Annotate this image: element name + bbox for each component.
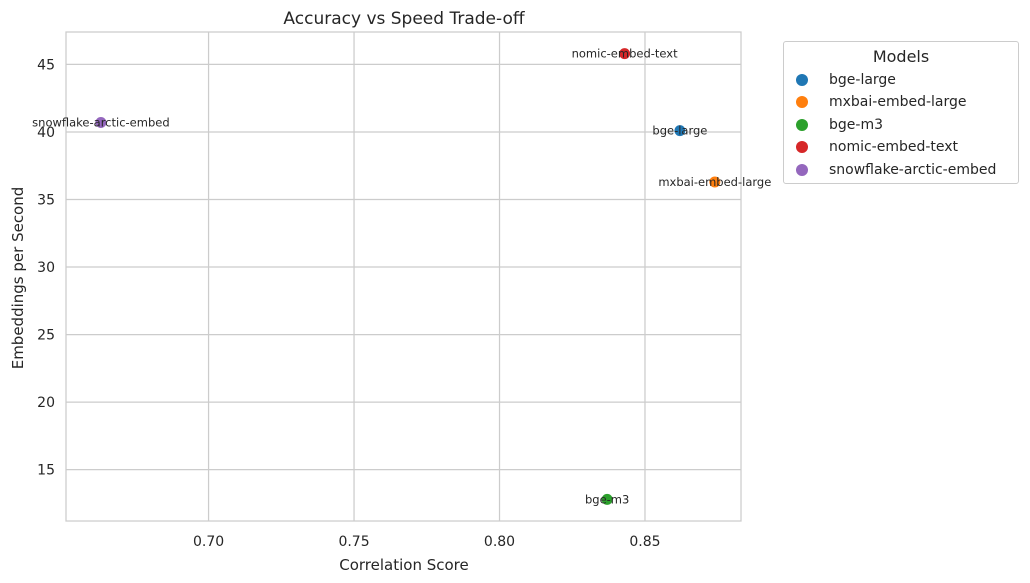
legend-marker [796, 119, 808, 131]
x-tick-label: 0.70 [193, 534, 224, 550]
x-tick-label: 0.85 [629, 534, 660, 550]
point-mxbai-embed-large [708, 175, 722, 189]
data-label-bge-m3: bge-m3 [585, 492, 629, 506]
x-tick-label: 0.80 [484, 534, 515, 550]
y-tick-label: 15 [37, 463, 55, 479]
data-label-bge-large: bge-large [652, 124, 707, 138]
y-tick-label: 20 [37, 395, 55, 411]
y-tick-label: 35 [37, 193, 55, 209]
x-tick-label: 0.75 [338, 534, 369, 550]
plot-area-frame [65, 31, 742, 522]
grid [66, 32, 741, 521]
y-tick-label: 30 [37, 260, 55, 276]
legend-marker [796, 74, 808, 86]
y-tick-label: 40 [37, 125, 55, 141]
legend-title: Models [872, 47, 930, 66]
legend-label: snowflake-arctic-embed [829, 162, 997, 178]
legend-item-bge-large: bge-large [796, 70, 896, 90]
point-bge-large [673, 124, 687, 138]
axis-ticks: 0.70 0.75 0.80 0.85 15 20 25 30 35 40 45 [37, 57, 660, 550]
legend-label: bge-large [829, 72, 896, 88]
legend-label: bge-m3 [829, 117, 883, 133]
chart-title: Accuracy vs Speed Trade-off [283, 9, 525, 29]
x-axis-label: Correlation Score [339, 556, 469, 574]
legend-item-nomic-embed-text: nomic-embed-text [796, 137, 958, 157]
legend-marker [796, 141, 808, 153]
legend: Models bge-large mxbai-embed-large bge-m… [783, 41, 1019, 184]
point-nomic-embed-text [618, 47, 632, 61]
legend-marker [796, 96, 808, 108]
legend-label: mxbai-embed-large [829, 94, 967, 110]
point-snowflake-arctic-embed [94, 116, 108, 130]
legend-marker [796, 164, 808, 176]
y-tick-label: 25 [37, 328, 55, 344]
data-label-snowflake-arctic-embed: snowflake-arctic-embed [32, 116, 169, 130]
data-label-mxbai-embed-large: mxbai-embed-large [658, 175, 771, 189]
legend-label: nomic-embed-text [829, 139, 959, 155]
legend-item-bge-m3: bge-m3 [796, 115, 883, 135]
y-axis-label: Embeddings per Second [9, 187, 27, 370]
legend-item-mxbai-embed-large: mxbai-embed-large [796, 92, 967, 112]
y-tick-label: 45 [37, 57, 55, 73]
data-label-nomic-embed-text: nomic-embed-text [572, 47, 678, 61]
data-points: bge-large mxbai-embed-large bge-m3 nomic-em… [32, 47, 771, 507]
legend-item-snowflake-arctic-embed: snowflake-arctic-embed [796, 160, 996, 180]
point-bge-m3 [600, 492, 614, 506]
